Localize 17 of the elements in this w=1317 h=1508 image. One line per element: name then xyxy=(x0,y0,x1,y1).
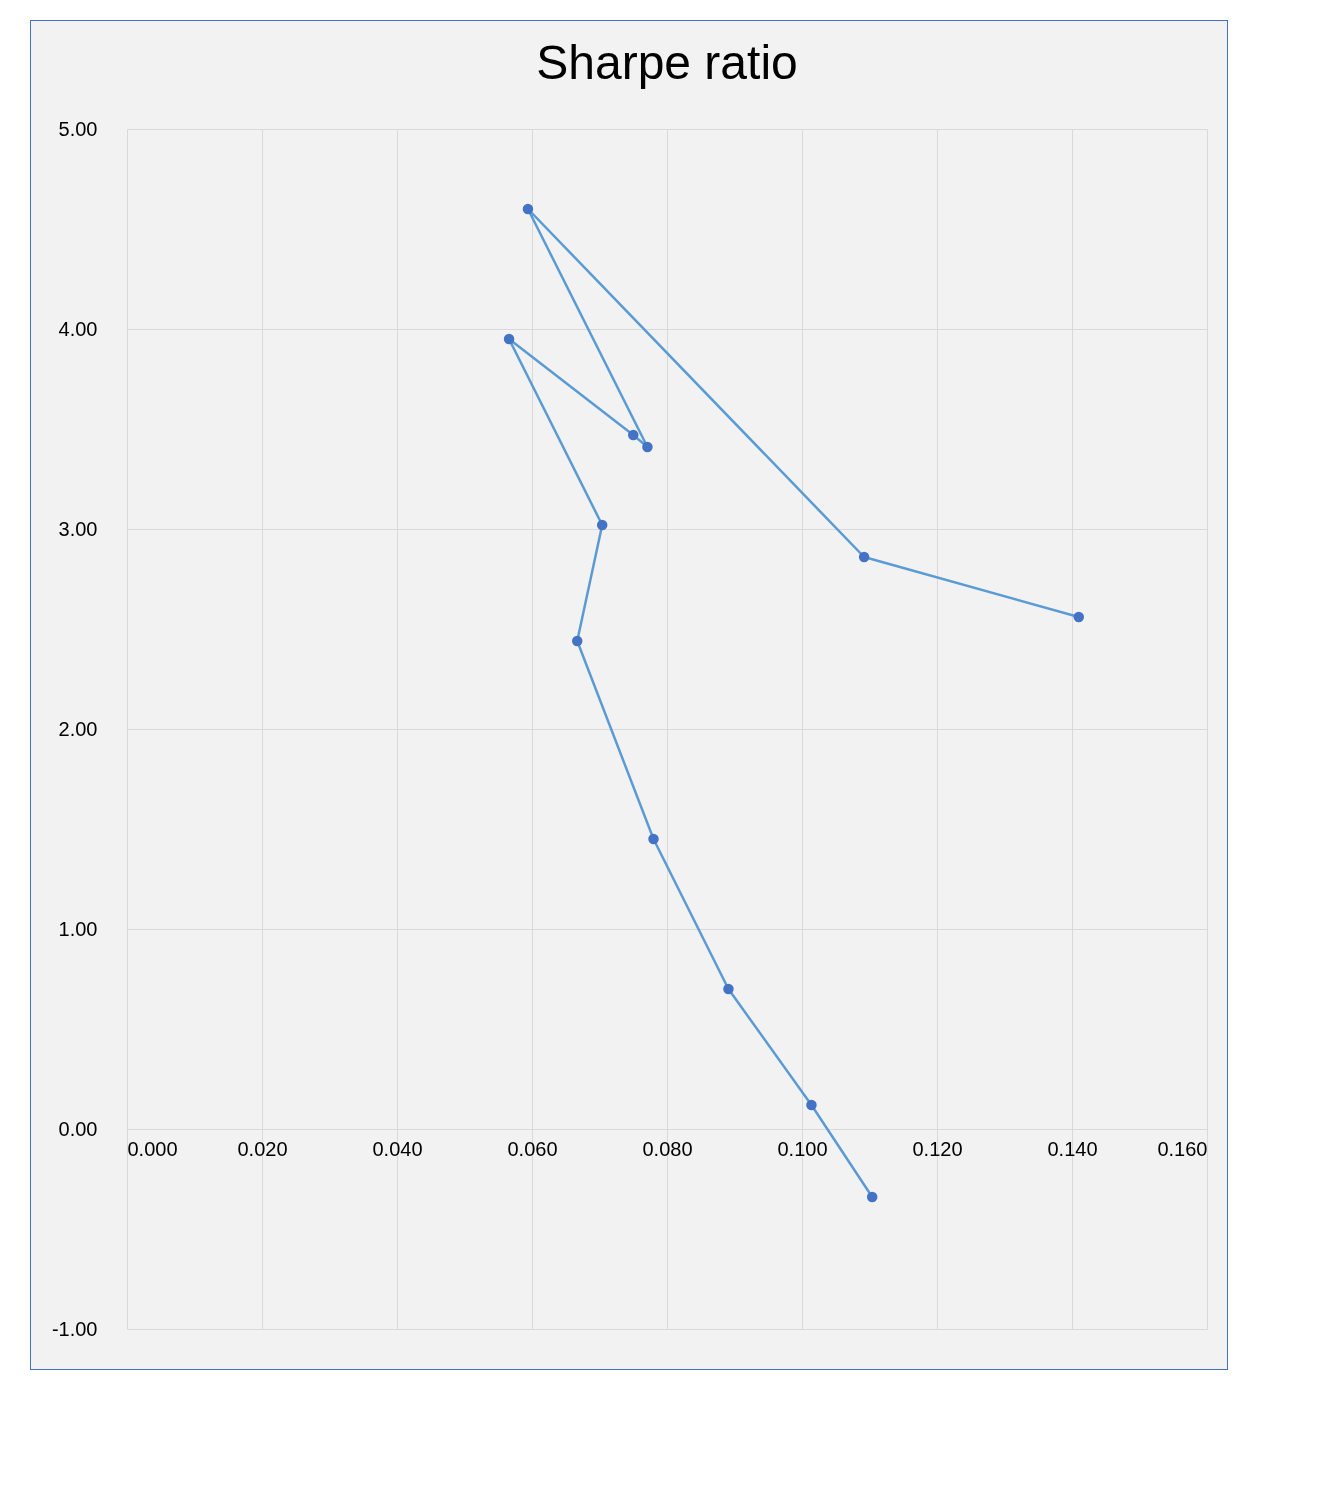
y-tick-label: -1.00 xyxy=(51,1317,98,1340)
y-tick-label: 4.00 xyxy=(58,317,98,340)
x-tick-label: 0.000 xyxy=(127,1137,178,1160)
y-tick-label: 2.00 xyxy=(58,717,98,740)
x-tick-label: 0.160 xyxy=(1157,1137,1208,1160)
x-tick-label: 0.100 xyxy=(777,1137,828,1160)
y-tick-label: 1.00 xyxy=(58,917,98,940)
x-tick-label: 0.040 xyxy=(372,1137,423,1160)
x-tick-label: 0.080 xyxy=(642,1137,693,1160)
y-tick-label: 5.00 xyxy=(58,117,98,140)
chart-title: Sharpe ratio xyxy=(536,36,798,89)
x-tick-label: 0.140 xyxy=(1047,1137,1098,1160)
x-tick-label: 0.060 xyxy=(507,1137,558,1160)
y-tick-label: 0.00 xyxy=(58,1117,98,1140)
y-tick-label: 3.00 xyxy=(58,517,98,540)
x-tick-label: 0.120 xyxy=(912,1137,963,1160)
x-tick-label: 0.020 xyxy=(237,1137,288,1160)
